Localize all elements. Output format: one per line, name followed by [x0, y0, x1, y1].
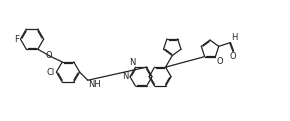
Text: O: O [216, 57, 223, 66]
Text: H: H [231, 34, 237, 42]
Text: F: F [14, 35, 19, 44]
Text: N: N [122, 72, 129, 81]
Text: O: O [230, 52, 236, 61]
Text: NH: NH [88, 80, 101, 89]
Text: Cl: Cl [47, 68, 55, 77]
Text: O: O [46, 51, 52, 60]
Text: N: N [129, 58, 135, 67]
